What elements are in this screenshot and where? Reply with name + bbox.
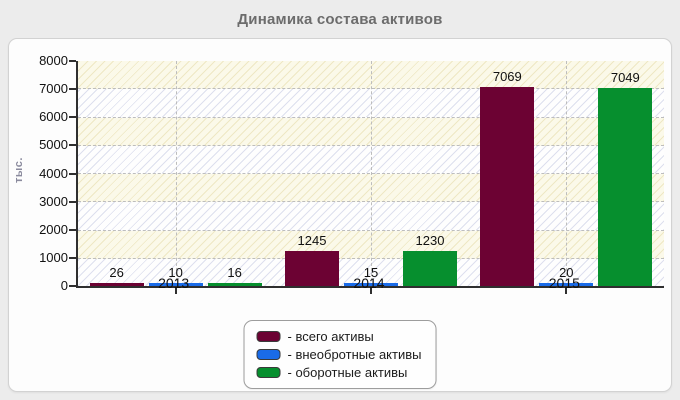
- bar-wrap: 1245: [284, 61, 339, 286]
- bar-value-label: 7069: [492, 69, 522, 84]
- y-axis-tick: [69, 285, 76, 287]
- bar-внеобротные-активы: [539, 283, 594, 286]
- y-axis-tick: [69, 172, 76, 175]
- legend-swatch-0: [256, 331, 281, 342]
- chart-panel: тыс. 26 10 16 1245 15 1230 7069 20 7049 - всего …: [8, 38, 672, 392]
- bar-value-label: 20: [559, 265, 574, 280]
- bar-value-label: 10: [168, 265, 183, 280]
- chart-title: Динамика состава активов: [237, 10, 443, 28]
- plot-area: 26 10 16 1245 15 1230 7069 20 7049: [69, 60, 664, 294]
- y-axis-tick-label: 7000: [39, 81, 68, 97]
- y-axis-tick: [69, 256, 76, 259]
- vertical-gridline: [175, 61, 177, 286]
- bar-value-label: 15: [363, 265, 379, 280]
- bar-value-label: 1230: [415, 233, 445, 248]
- y-axis-tick: [69, 88, 76, 91]
- bar-value-label: 1245: [297, 233, 327, 248]
- x-axis-category-label: 2013: [158, 275, 190, 291]
- bar-group-2014: 1245 15 1230: [273, 61, 468, 286]
- vertical-gridline: [566, 61, 568, 286]
- bar-оборотные-активы: [598, 88, 653, 286]
- y-axis-tick-label: 6000: [39, 109, 68, 125]
- legend-label: - оборотные активы: [287, 365, 408, 380]
- y-axis-tick: [69, 60, 76, 62]
- y-axis-tick-label: 4000: [39, 165, 68, 181]
- y-axis-tick-label: 1000: [39, 249, 68, 265]
- legend-row: - всего активы: [256, 329, 422, 344]
- x-axis-tick: [565, 288, 568, 294]
- y-axis-tick-label: 3000: [39, 193, 68, 209]
- bar-внеобротные-активы: [343, 283, 398, 286]
- legend-label: - всего активы: [287, 329, 374, 344]
- legend-row: - внеобротные активы: [256, 347, 422, 362]
- y-axis-tick: [69, 144, 76, 147]
- bar-wrap: 26: [89, 61, 144, 286]
- bar-всего-активы: [89, 283, 144, 286]
- bar-оборотные-активы: [207, 283, 262, 286]
- vertical-gridline: [371, 61, 372, 286]
- y-axis-tick-label: 8000: [39, 53, 68, 68]
- bar-wrap: 7049: [598, 61, 653, 286]
- legend-swatch-2: [256, 367, 281, 378]
- y-axis-tick: [69, 228, 76, 231]
- bar-оборотные-активы: [402, 251, 457, 286]
- bar-group-2015: 7069 20 7049: [469, 61, 664, 286]
- y-axis-tick-label: 5000: [39, 137, 68, 153]
- y-axis-tick-label: 2000: [39, 221, 68, 237]
- bar-value-label: 16: [227, 265, 242, 280]
- bar-value-label: 26: [109, 265, 124, 280]
- bar-value-label: 7049: [610, 70, 640, 85]
- x-axis-tick: [174, 288, 177, 294]
- bar-group-2013: 26 10 16: [78, 61, 273, 286]
- bar-wrap: 10: [148, 61, 203, 286]
- bar-wrap: 15: [343, 61, 398, 286]
- x-axis-category-label: 2014: [353, 275, 385, 291]
- bar-wrap: 7069: [480, 61, 535, 286]
- bar-wrap: 20: [539, 61, 594, 286]
- bar-wrap: 1230: [402, 61, 457, 286]
- bar-всего-активы: [284, 251, 339, 286]
- legend: - всего активы - внеобротные активы - обор…: [243, 320, 437, 389]
- x-axis-category-label: 2015: [548, 275, 580, 291]
- x-axis-tick: [370, 288, 372, 294]
- bar-wrap: 16: [207, 61, 262, 286]
- bar-всего-активы: [480, 87, 535, 286]
- y-axis-tick-label: 0: [60, 278, 68, 293]
- legend-swatch-1: [256, 349, 281, 360]
- legend-label: - внеобротные активы: [287, 347, 422, 362]
- bar-внеобротные-активы: [148, 283, 203, 286]
- y-axis-tick: [69, 200, 76, 203]
- y-axis-tick: [69, 116, 76, 119]
- legend-row: - оборотные активы: [256, 365, 422, 380]
